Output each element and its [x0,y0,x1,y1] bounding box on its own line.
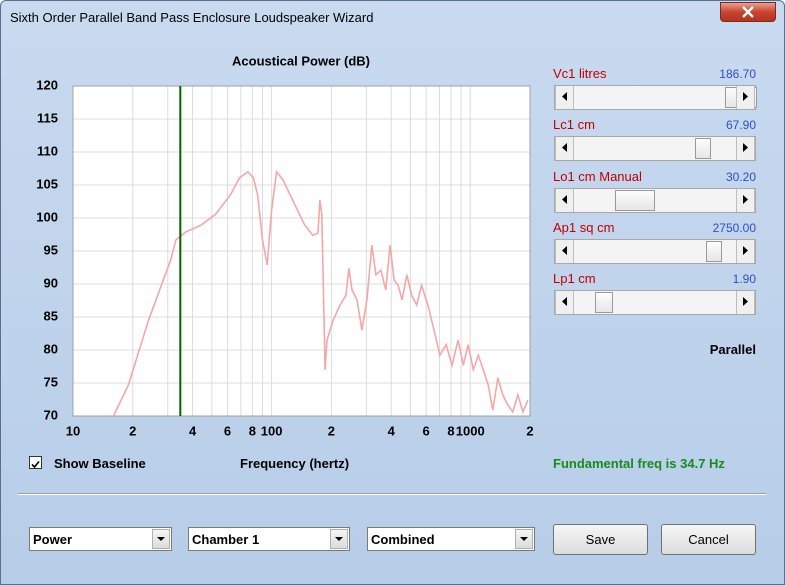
mode-label: Parallel [709,342,756,357]
arrow-icon [743,92,748,101]
button[interactable]: Save [553,524,648,555]
y-tick-label: 105 [36,176,58,191]
slider-value: 2750.00 [712,220,756,235]
close-icon [742,6,754,18]
scroll-right[interactable] [736,239,755,263]
slider-thumb[interactable] [595,292,613,314]
window-title: Sixth Order Parallel Band Pass Enclosure… [10,10,374,25]
scroll-left[interactable] [555,188,574,212]
dropdown-button[interactable] [515,529,533,549]
plot-area [72,85,531,417]
slider-value: 67.90 [725,118,756,133]
slider-label: Lo1 cm Manual [553,168,642,184]
slider-value: 186.70 [719,67,756,81]
slider[interactable] [554,85,757,110]
slider-value: 30.20 [725,169,756,184]
checkbox-label[interactable]: Show Baseline [54,456,146,471]
x-tick-label: 6 [224,423,231,438]
scroll-left[interactable] [555,137,574,161]
arrow-icon [562,297,567,307]
y-tick-label: 95 [44,242,58,257]
dropdown[interactable]: Combined [367,527,535,551]
arrow-icon [520,537,528,541]
x-tick-label: 4 [189,423,197,438]
slider-value: 1.90 [732,272,756,287]
y-tick-label: 70 [44,407,58,422]
x-tick-label: 2 [526,423,533,438]
x-tick-label: 6 [423,423,430,438]
slider-thumb[interactable] [615,189,655,211]
checkbox[interactable] [29,456,42,469]
x-tick-label: 100 [261,423,283,438]
slider-label: Lc1 cm [553,117,595,133]
x-tick-label: 10 [66,423,80,438]
dropdown[interactable]: Power [29,527,172,551]
slider[interactable] [554,238,756,264]
data-line [112,169,529,416]
dropdown-button[interactable] [330,529,348,549]
status-text: Fundamental freq is 34.7 Hz [553,456,725,471]
chart: Acoustical Power (dB) 10 2 4 6 8 100 2 4 6 8 1000 2… [36,53,533,438]
arrow-icon [743,297,748,307]
slider[interactable] [554,136,756,162]
x-tick-label: 2 [328,423,335,438]
y-tick-label: 85 [44,308,58,323]
arrow-icon [743,194,748,204]
arrow-icon [562,245,567,255]
slider[interactable] [554,187,756,213]
slider[interactable] [554,290,756,316]
separator [18,493,766,495]
button[interactable]: Cancel [661,524,756,555]
arrow-icon [743,143,748,153]
y-tick-label: 110 [37,143,58,158]
y-tick-label: 115 [37,110,58,125]
arrow-icon [335,537,343,541]
arrow-icon [562,143,567,153]
scroll-left[interactable] [555,291,574,315]
y-tick-label: 90 [44,275,58,290]
arrow-icon [743,245,748,255]
scroll-right[interactable] [736,188,755,212]
x-tick-label: 2 [129,423,136,438]
chart-title: Acoustical Power (dB) [232,53,370,68]
x-tick-label: 1000 [456,423,485,438]
x-tick-label: 8 [249,423,256,438]
check-mark [31,460,40,469]
arrow-icon [562,92,567,101]
y-tick-label: 120 [36,77,58,92]
dropdown-button[interactable] [152,529,170,549]
x-tick-label: 4 [388,423,396,438]
x-axis-label: Frequency (hertz) [240,456,350,471]
close-button[interactable] [720,2,776,22]
slider-label: Lp1 cm [553,271,596,287]
scroll-left[interactable] [555,86,574,109]
slider-label: Vc1 litres [553,66,607,81]
x-tick-label: 8 [447,423,454,438]
scroll-left[interactable] [555,239,574,263]
dropdown[interactable]: Chamber 1 [188,527,350,551]
y-tick-label: 100 [36,209,58,224]
y-tick-label: 75 [44,374,58,389]
slider-thumb[interactable] [695,138,711,160]
arrow-icon [157,537,165,541]
scroll-right[interactable] [736,291,755,315]
y-tick-label: 80 [44,341,58,356]
scroll-right[interactable] [736,137,755,161]
slider-label: Ap1 sq cm [553,219,615,235]
scroll-right[interactable] [736,86,755,109]
arrow-icon [562,194,567,204]
slider-thumb[interactable] [706,240,722,262]
